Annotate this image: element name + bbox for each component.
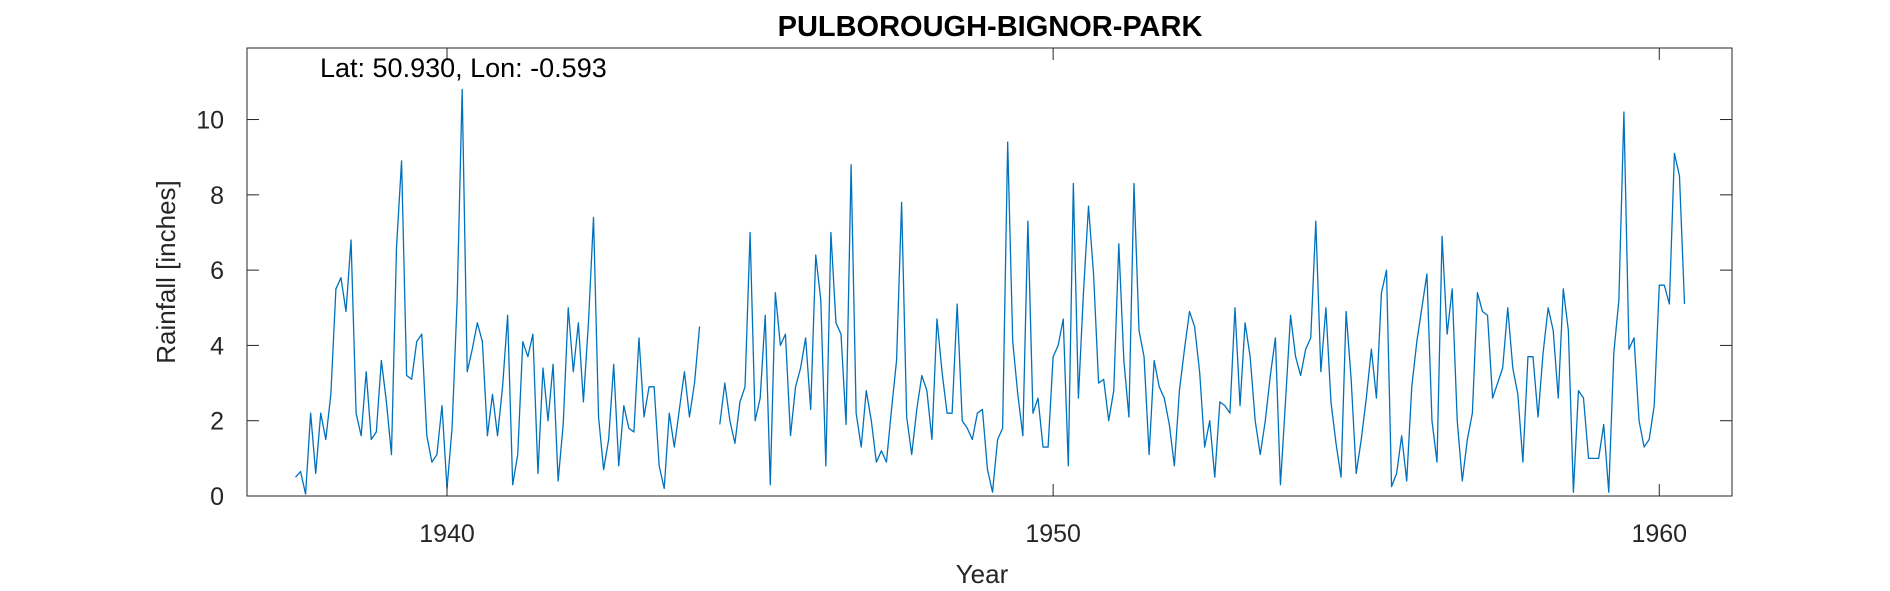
- y-axis-label: Rainfall [inches]: [151, 180, 181, 364]
- y-tick-label: 4: [210, 332, 224, 360]
- x-tick-label: 1960: [1631, 520, 1687, 548]
- y-tick-label: 0: [210, 483, 224, 511]
- x-axis-label: Year: [956, 559, 1009, 589]
- rainfall-series-line-2: [719, 111, 1686, 493]
- x-tick-label: 1940: [419, 520, 475, 548]
- axes-box: [246, 47, 1733, 497]
- x-axis-ticks: 1940 1950 1960: [419, 48, 1687, 548]
- y-tick-label: 6: [210, 257, 224, 285]
- rainfall-series-line-1: [295, 88, 701, 495]
- x-tick-label: 1950: [1025, 520, 1081, 548]
- series-group: [295, 88, 1686, 495]
- coordinates-annotation: Lat: 50.930, Lon: -0.593: [320, 53, 607, 83]
- y-axis-ticks: 0 2 4 6 8 10: [196, 107, 1732, 511]
- chart-title: PULBOROUGH-BIGNOR-PARK: [778, 11, 1203, 43]
- y-tick-label: 10: [196, 107, 224, 135]
- plot-area: 1940 1950 1960 0 2 4 6 8 10: [196, 47, 1733, 548]
- y-tick-label: 8: [210, 182, 224, 210]
- y-tick-label: 2: [210, 408, 224, 436]
